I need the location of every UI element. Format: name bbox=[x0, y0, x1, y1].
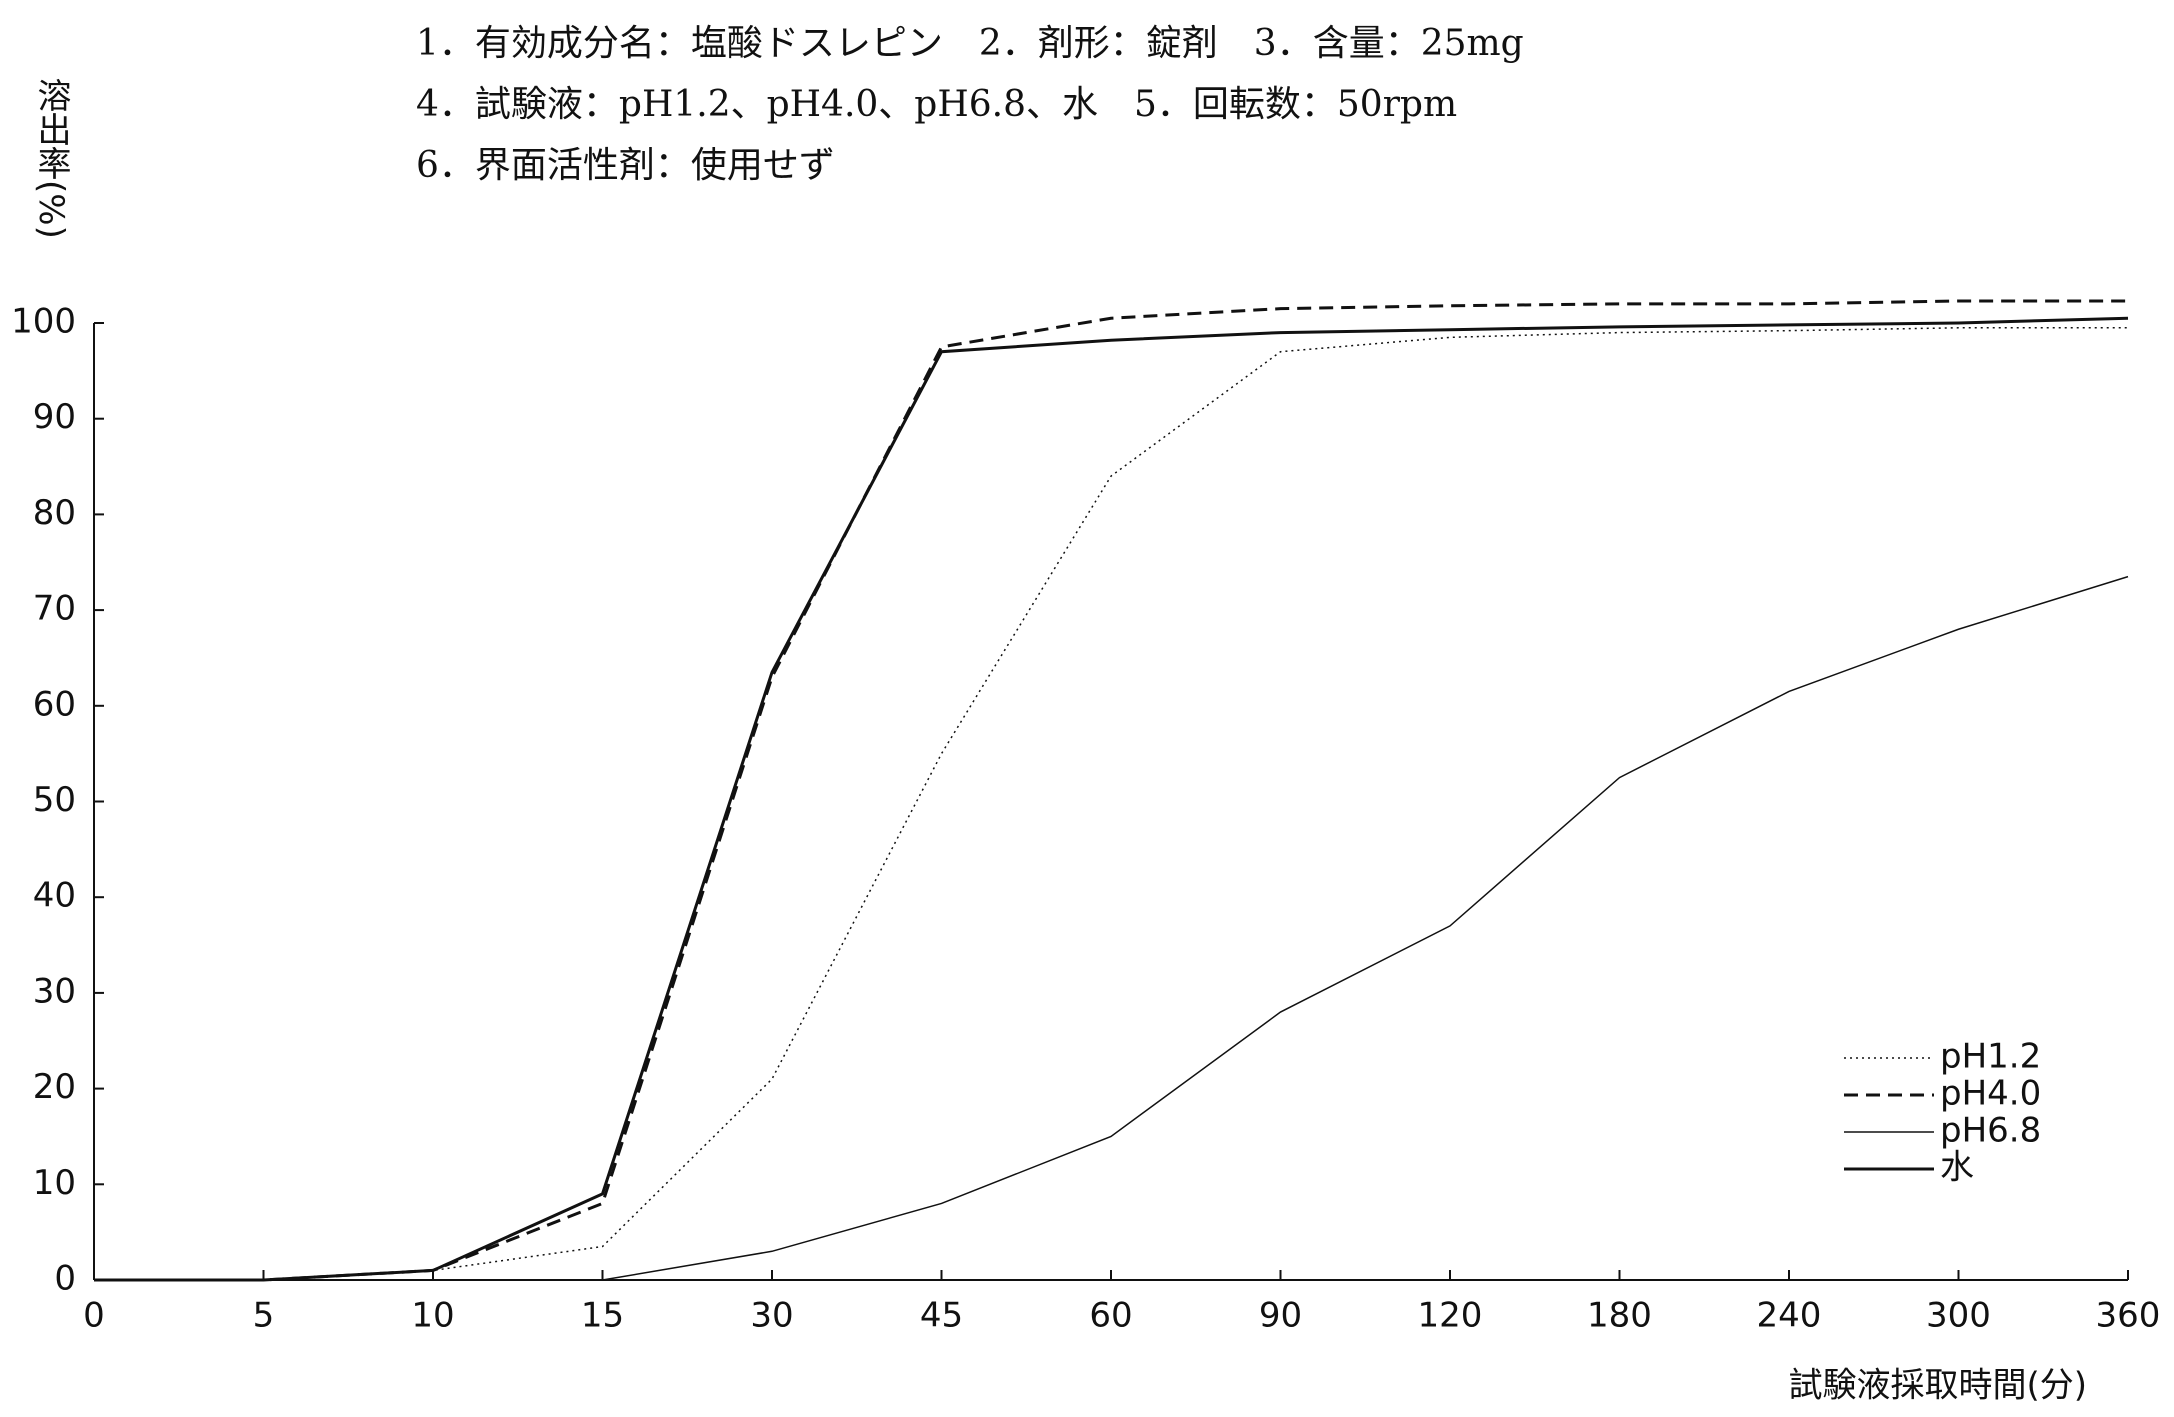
x-axis-label: 試験液採取時間(分) bbox=[1788, 1366, 2087, 1406]
x-tick-label: 45 bbox=[920, 1296, 963, 1336]
x-tick-label: 15 bbox=[581, 1296, 624, 1336]
x-tick-label: 5 bbox=[253, 1296, 275, 1336]
y-tick-label: 60 bbox=[33, 684, 76, 724]
y-tick-label: 0 bbox=[54, 1259, 76, 1299]
x-tick-label: 90 bbox=[1259, 1296, 1302, 1336]
series-line bbox=[94, 327, 2128, 1281]
y-tick-label: 100 bbox=[11, 302, 76, 342]
title-line: 6．界面活性剤：使用せず bbox=[416, 145, 835, 186]
x-tick-label: 300 bbox=[1926, 1296, 1991, 1336]
x-tick-label: 120 bbox=[1418, 1296, 1483, 1336]
x-tick-label: 240 bbox=[1757, 1296, 1822, 1336]
x-tick-label: 360 bbox=[2096, 1296, 2161, 1336]
x-tick-label: 180 bbox=[1587, 1296, 1652, 1336]
y-tick-label: 20 bbox=[33, 1067, 76, 1107]
legend-label: 水 bbox=[1940, 1148, 1974, 1188]
y-axis-label: 溶出率(%) bbox=[31, 78, 71, 239]
y-tick-label: 80 bbox=[33, 493, 76, 533]
x-tick-label: 0 bbox=[83, 1296, 105, 1336]
y-tick-label: 90 bbox=[33, 397, 76, 437]
y-tick-label: 10 bbox=[33, 1163, 76, 1203]
x-tick-label: 10 bbox=[411, 1296, 454, 1336]
title-line: 4．試験液：pH1.2、pH4.0、pH6.8、水 5．回転数：50rpm bbox=[416, 84, 1457, 125]
title-line: 1．有効成分名：塩酸ドスレピン 2．剤形：錠剤 3．含量：25mg bbox=[416, 23, 1524, 64]
y-tick-label: 30 bbox=[33, 971, 76, 1011]
legend-label: pH6.8 bbox=[1940, 1111, 2041, 1151]
x-tick-label: 60 bbox=[1089, 1296, 1132, 1336]
y-tick-label: 50 bbox=[33, 780, 76, 820]
series-line bbox=[94, 299, 2128, 1282]
series-line bbox=[602, 575, 2129, 1281]
series-line bbox=[94, 316, 2129, 1282]
legend-label: pH1.2 bbox=[1940, 1037, 2041, 1077]
y-tick-label: 40 bbox=[33, 876, 76, 916]
legend-label: pH4.0 bbox=[1940, 1074, 2041, 1114]
x-tick-label: 30 bbox=[750, 1296, 793, 1336]
y-tick-label: 70 bbox=[33, 589, 76, 629]
